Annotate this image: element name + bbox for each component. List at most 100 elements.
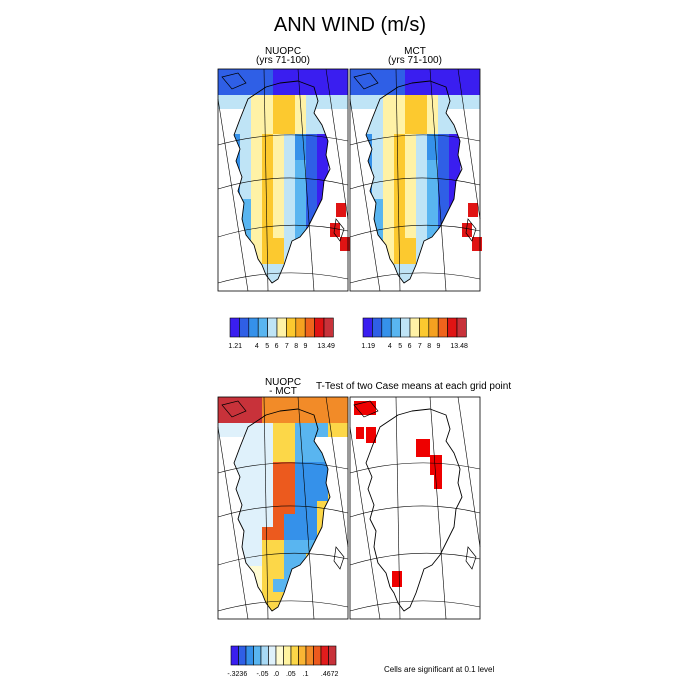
heatmap-cell <box>383 186 395 200</box>
heatmap-cell <box>251 147 263 161</box>
heatmap-cell <box>471 69 480 83</box>
heatmap-cell <box>427 277 439 283</box>
heatmap-cell <box>262 290 274 304</box>
colorbar-swatch <box>229 317 240 338</box>
heatmap-cell <box>295 436 307 450</box>
heatmap-cell <box>262 199 274 213</box>
colorbar-swatch <box>298 645 307 666</box>
colorbar-swatch <box>267 317 278 338</box>
colorbar-swatch <box>323 317 334 338</box>
heatmap-cell <box>240 514 252 528</box>
heatmap-cell <box>350 199 362 213</box>
heatmap-cell <box>218 121 230 135</box>
heatmap-cell <box>229 108 241 122</box>
heatmap-cell <box>438 238 450 252</box>
heatmap-cell <box>330 223 340 237</box>
colorbar-tick-label: 4 <box>388 343 392 350</box>
heatmap-cell <box>295 69 307 83</box>
heatmap-cell <box>273 277 285 283</box>
heatmap-cell <box>317 540 329 554</box>
colorbar-swatch <box>268 645 277 666</box>
heatmap-cell <box>306 566 318 580</box>
heatmap-cell <box>218 173 230 187</box>
heatmap-cell <box>361 264 373 278</box>
heatmap-cell <box>460 95 472 109</box>
heatmap-cell <box>438 199 450 213</box>
heatmap-cell <box>317 488 329 502</box>
heatmap-cell <box>416 173 428 187</box>
heatmap-cell <box>372 212 384 226</box>
colorbar-tick-label: 4 <box>255 343 259 350</box>
heatmap-cell <box>405 238 417 252</box>
heatmap-cell <box>295 527 307 541</box>
heatmap-cell <box>339 540 348 554</box>
heatmap-cell <box>383 277 395 283</box>
heatmap-cell <box>438 69 450 83</box>
heatmap-cell <box>306 449 318 463</box>
heatmap-cell <box>262 488 274 502</box>
heatmap-cell <box>240 186 252 200</box>
heatmap-cell <box>427 225 439 239</box>
heatmap-cell <box>229 436 241 450</box>
heatmap-cell <box>240 160 252 174</box>
significant-cell <box>430 455 442 475</box>
heatmap-cell <box>449 134 461 148</box>
heatmap-cell <box>251 186 263 200</box>
heatmap-cell <box>251 618 263 632</box>
heatmap-cell <box>339 475 348 489</box>
heatmap-cell <box>273 592 285 606</box>
heatmap-cell <box>295 238 307 252</box>
heatmap-cell <box>339 449 348 463</box>
heatmap-cell <box>273 423 285 437</box>
heatmap-cell <box>273 225 285 239</box>
colorbar-tick-label: .05 <box>286 671 296 678</box>
significant-cell <box>356 427 364 439</box>
heatmap-cell <box>284 540 296 554</box>
colorbar-swatch <box>328 645 337 666</box>
colorbar-tick-label: 7 <box>418 343 422 350</box>
heatmap-cell <box>339 618 351 632</box>
heatmap-cell <box>273 618 285 632</box>
heatmap-cell <box>416 134 428 148</box>
heatmap-cell <box>262 462 274 476</box>
heatmap-cell <box>328 95 340 109</box>
heatmap-cell <box>383 173 395 187</box>
heatmap-cell <box>262 436 274 450</box>
heatmap-cell <box>438 134 450 148</box>
heatmap-cell <box>339 69 348 83</box>
heatmap-cell <box>273 238 285 252</box>
colorbar-swatch <box>447 317 458 338</box>
heatmap-cell <box>317 95 329 109</box>
heatmap-cell <box>218 410 230 424</box>
heatmap-cell <box>306 501 318 515</box>
significance-note: Cells are significant at 0.1 level <box>384 665 495 674</box>
heatmap-cell <box>405 82 417 96</box>
heatmap-cell <box>317 251 329 265</box>
heatmap-cell <box>273 475 285 489</box>
heatmap-cell <box>361 160 373 174</box>
heatmap-cell <box>218 147 230 161</box>
colorbar-swatch <box>253 645 262 666</box>
heatmap-cell <box>251 199 263 213</box>
heatmap-cell <box>306 462 318 476</box>
heatmap-cell <box>240 501 252 515</box>
heatmap-cell <box>394 199 406 213</box>
colorbar-tick-label: .0 <box>273 671 279 678</box>
heatmap-cell <box>361 95 373 109</box>
heatmap-cell <box>306 199 318 213</box>
heatmap-cell <box>240 82 252 96</box>
heatmap-cell <box>427 121 439 135</box>
heatmap-cell <box>372 186 384 200</box>
heatmap-cell <box>284 410 296 424</box>
heatmap-cell <box>262 212 274 226</box>
colorbar-tick-label: .4672 <box>321 671 339 678</box>
heatmap-cell <box>339 592 348 606</box>
colorbar-tick-label: 13.49 <box>317 343 335 350</box>
heatmap-cell <box>284 134 296 148</box>
heatmap-cell <box>284 238 296 252</box>
heatmap-cell <box>416 212 428 226</box>
figure-title: ANN WIND (m/s) <box>273 14 427 36</box>
colorbar-tick-label: -.05 <box>256 671 268 678</box>
colorbar-tick-label: 7 <box>285 343 289 350</box>
heatmap-cell <box>405 95 417 109</box>
